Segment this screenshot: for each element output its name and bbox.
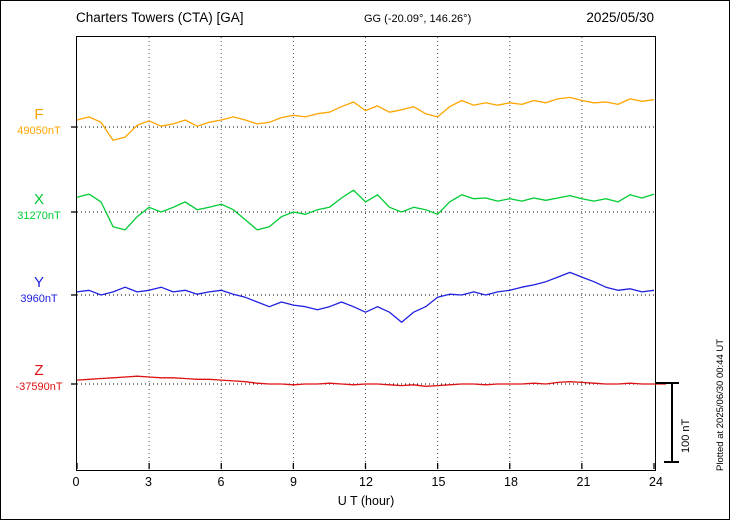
x-tick-label-6: 6 (217, 475, 225, 489)
x-axis-title: U T (hour) (337, 494, 395, 508)
magnetogram-chart (71, 37, 666, 469)
series-letter-f: F (34, 106, 44, 123)
series-letter-z: Z (34, 362, 44, 379)
plot-area (71, 36, 666, 471)
x-tick-label-9: 9 (290, 475, 297, 489)
x-tick-label-3: 3 (145, 475, 152, 489)
trace-x (76, 189, 655, 231)
scale-bar-bottom-cap (664, 461, 679, 463)
x-tick-label-21: 21 (576, 475, 591, 489)
series-letter-y: Y (33, 274, 44, 291)
x-tick-label-0: 0 (72, 475, 80, 489)
geographic-coordinates: GG (-20.09°, 146.26°) (364, 13, 472, 25)
series-label-y: Y 3960nT (7, 275, 71, 305)
x-axis-tick-labels: 0 3 6 9 12 15 18 21 24 (72, 475, 663, 491)
series-letter-x: X (33, 191, 44, 208)
station-title: Charters Towers (CTA) [GA] (76, 10, 244, 25)
trace-f (76, 96, 655, 141)
x-tick-label-15: 15 (431, 475, 446, 489)
series-baseline-y: 3960nT (20, 293, 58, 305)
series-baseline-z: -37590nT (15, 381, 63, 393)
x-tick-label-12: 12 (359, 475, 373, 489)
series-baseline-x: 31270nT (17, 210, 61, 222)
trace-y (76, 271, 655, 323)
plot-date: 2025/05/30 (586, 10, 654, 25)
trace-z (76, 375, 666, 387)
scale-bar-label: 100 nT (680, 418, 692, 453)
series-baseline-f: 49050nT (17, 125, 61, 137)
plotted-at-note: Plotted at 2025/06/30 00:44 UT (715, 338, 726, 471)
series-label-f: F 49050nT (7, 107, 71, 137)
series-label-z: Z -37590nT (7, 363, 71, 393)
scale-bar-line (671, 382, 673, 462)
x-tick-label-24: 24 (649, 475, 663, 489)
scale-bar-top-cap (655, 382, 679, 384)
x-tick-label-18: 18 (504, 475, 518, 489)
series-label-x: X 31270nT (7, 192, 71, 222)
